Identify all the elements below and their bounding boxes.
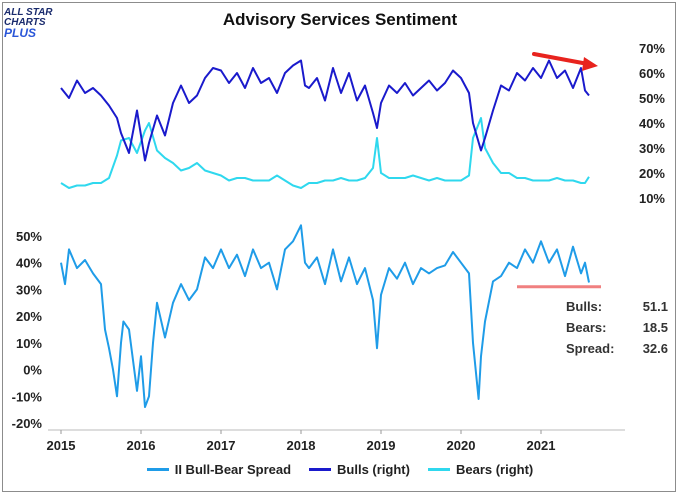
y-tick-right: 10% <box>639 191 665 206</box>
y-tick-right: 70% <box>639 41 665 56</box>
y-tick-right: 60% <box>639 66 665 81</box>
series-line-spread <box>60 224 590 408</box>
logo-line-1: ALL STAR <box>4 7 53 18</box>
stat-label: Bears: <box>566 320 607 335</box>
legend-label: Bulls (right) <box>337 462 410 477</box>
x-tick-label: 2016 <box>127 438 156 453</box>
chart-title: Advisory Services Sentiment <box>222 10 458 29</box>
legend-swatch <box>309 468 332 471</box>
y-tick-left: 50% <box>16 229 42 244</box>
x-tick-label: 2017 <box>207 438 236 453</box>
legend-label: Bears (right) <box>455 462 534 477</box>
y-tick-left: 30% <box>16 282 42 297</box>
x-tick-label: 2018 <box>287 438 316 453</box>
legend-label: II Bull-Bear Spread <box>174 462 292 477</box>
y-tick-left: 0% <box>23 363 42 378</box>
series-line-bears <box>60 117 590 189</box>
legend-item-spread: II Bull-Bear Spread <box>146 462 292 477</box>
x-tick-label: 2021 <box>527 438 556 453</box>
brand-logo: ALL STAR CHARTS PLUS <box>4 7 68 40</box>
x-tick-label: 2019 <box>367 438 396 453</box>
series-line-bulls <box>60 59 590 162</box>
stats-panel: Bulls: 51.1 Bears: 18.5 Spread: 32.6 <box>566 296 668 359</box>
stat-value: 32.6 <box>642 341 668 356</box>
y-tick-left: -20% <box>12 416 43 431</box>
y-tick-left: 40% <box>16 256 42 271</box>
y-tick-left: -10% <box>12 389 43 404</box>
trend-arrow-head <box>582 57 598 71</box>
stat-row-bears: Bears: 18.5 <box>566 317 668 338</box>
legend-item-bulls: Bulls (right) <box>309 462 410 477</box>
x-tick-label: 2015 <box>47 438 76 453</box>
stat-row-bulls: Bulls: 51.1 <box>566 296 668 317</box>
chart-legend: II Bull-Bear Spread Bulls (right) Bears … <box>0 462 680 477</box>
stat-label: Spread: <box>566 341 615 356</box>
stat-value: 18.5 <box>642 320 668 335</box>
y-tick-right: 20% <box>639 166 665 181</box>
trend-arrow-shaft <box>532 52 590 66</box>
y-tick-left: 10% <box>16 336 42 351</box>
legend-swatch <box>427 468 450 471</box>
axes-group: 10% 20% 30% 40% 50% 60% 70% -20% -10% 0% 10% 20% 30%… <box>12 41 666 453</box>
x-tick-label: 2020 <box>447 438 476 453</box>
logo-line-2: CHARTS <box>4 17 46 28</box>
legend-item-bears: Bears (right) <box>427 462 534 477</box>
logo-line-3: PLUS <box>4 26 37 40</box>
y-tick-right: 30% <box>639 141 665 156</box>
y-tick-left: 20% <box>16 309 42 324</box>
legend-swatch <box>146 468 169 471</box>
stat-label: Bulls: <box>566 299 603 314</box>
y-tick-right: 40% <box>639 116 665 131</box>
stat-row-spread: Spread: 32.6 <box>566 338 668 359</box>
y-tick-right: 50% <box>639 91 665 106</box>
stat-value: 51.1 <box>642 299 668 314</box>
